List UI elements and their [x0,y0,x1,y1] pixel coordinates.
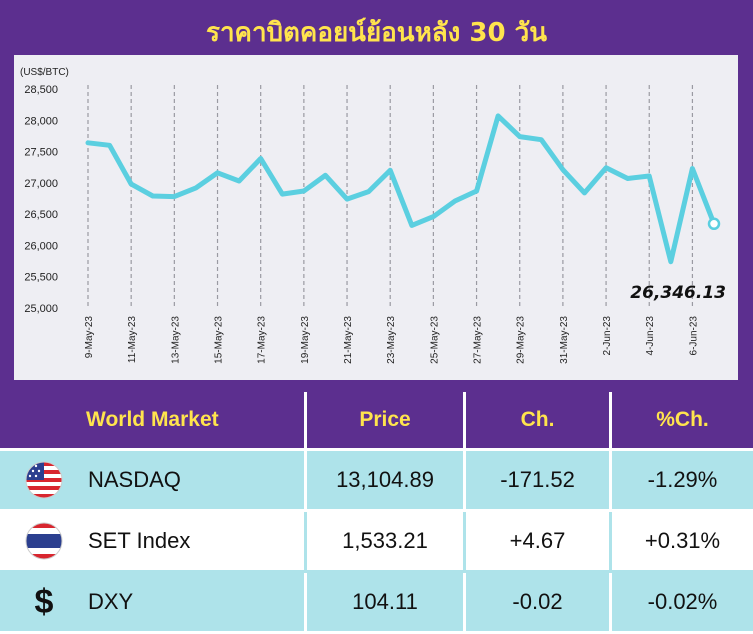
header-percent-change: %Ch. [656,408,709,431]
x-tick-label: 13-May-23 [170,316,181,364]
chart-panel: ราคาบิตคอยน์ย้อนหลัง 30 วัน (US$/BTC) 28,… [0,0,753,392]
change-cell: +4.67 [466,512,612,570]
x-tick-label: 2-Jun-23 [602,316,613,356]
market-name-cell: $ DXY [0,573,307,631]
x-tick-label: 17-May-23 [257,316,268,364]
x-tick-label: 19-May-23 [300,316,311,364]
chart-title: ราคาบิตคอยน์ย้อนหลัง 30 วัน [205,18,547,48]
y-tick-label: 26,500 [24,209,58,221]
market-name: DXY [88,589,134,614]
header-world-market: World Market [0,392,307,448]
price-cell: 1,533.21 [307,512,466,570]
y-tick-label: 27,500 [24,147,58,159]
x-tick-label: 21-May-23 [343,316,354,364]
y-tick-label: 25,500 [24,272,58,284]
table-header: World Market Price Ch. %Ch. [0,392,753,451]
x-tick-label: 11-May-23 [127,316,138,363]
price-line [85,113,717,265]
x-tick-label: 25-May-23 [429,316,440,364]
last-price-label: 26,346.13 [630,283,726,303]
y-axis-label: (US$/BTC) [20,67,69,78]
percent-change-cell: -0.02% [647,589,718,614]
y-tick-label: 25,000 [24,303,58,315]
btc-price-chart: (US$/BTC) 28,500 28,000 27,500 27,000 26,500 2… [20,67,726,364]
price-cell: 104.11 [307,573,466,631]
table-row: SET Index 1,533.21 +4.67 +0.31% [0,512,753,573]
change-cell: -171.52 [466,451,612,509]
price-cell: 13,104.89 [307,451,466,509]
x-tick-label: 23-May-23 [386,316,397,364]
table-row: NASDAQ 13,104.89 -171.52 -1.29% [0,451,753,512]
x-tick-label: 31-May-23 [559,316,570,364]
y-tick-label: 28,500 [24,84,58,96]
header-price: Price [307,392,466,448]
market-name: NASDAQ [88,467,181,492]
chart-area: (US$/BTC) 28,500 28,000 27,500 27,000 26,500 2… [14,55,738,380]
market-name: SET Index [88,528,191,553]
market-name-cell: NASDAQ [0,451,307,509]
dollar-icon: $ [34,582,54,621]
x-tick-label: 27-May-23 [473,316,484,364]
world-market-table: World Market Price Ch. %Ch. [0,392,753,634]
us-flag-icon [25,461,63,499]
table-row: $ DXY 104.11 -0.02 -0.02% [0,573,753,634]
percent-change-cell: -1.29% [647,467,718,492]
market-name-cell: SET Index [0,512,307,570]
y-tick-label: 26,000 [24,240,58,252]
percent-change-cell: +0.31% [644,528,721,553]
y-tick-label: 27,000 [24,178,58,190]
x-tick-label: 6-Jun-23 [688,316,699,356]
x-tick-label: 4-Jun-23 [645,316,656,356]
x-tick-label: 15-May-23 [214,316,225,364]
last-price-point [707,217,721,231]
change-cell: -0.02 [466,573,612,631]
y-tick-label: 28,000 [24,115,58,127]
x-tick-label: 9-May-23 [84,316,95,359]
x-tick-label: 29-May-23 [516,316,527,364]
header-change: Ch. [466,392,612,448]
thai-flag-icon [25,522,63,560]
